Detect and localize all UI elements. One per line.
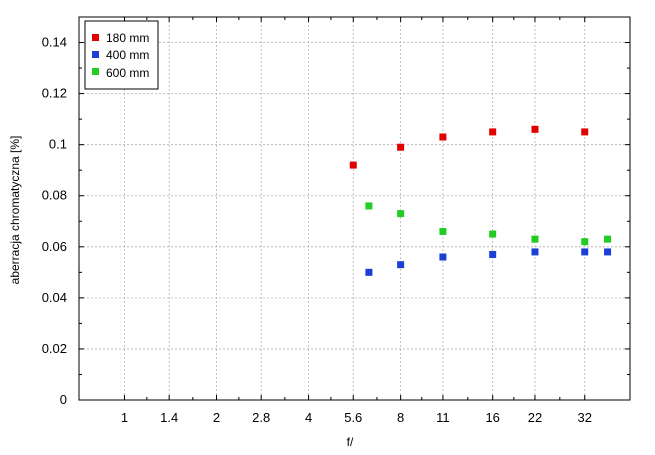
data-point-series-2: [604, 235, 612, 243]
plot-frame: [78, 16, 631, 401]
data-point-series-0: [439, 133, 447, 141]
y-tick-label: 0.12: [42, 86, 67, 101]
x-tick-label: 32: [577, 410, 591, 425]
data-point-series-0: [397, 143, 405, 151]
data-point-series-2: [581, 238, 589, 246]
y-tick-label: 0.1: [49, 137, 67, 152]
y-axis-label: aberracja chromatyczna [%]: [8, 136, 22, 285]
x-tick-label: 1: [121, 410, 128, 425]
data-point-series-1: [397, 261, 405, 269]
legend-marker-600: [92, 68, 99, 75]
y-tick-label: 0.04: [42, 290, 67, 305]
data-point-series-2: [531, 235, 539, 243]
legend-label-400: 400 mm: [106, 48, 149, 62]
x-tick-label: 4: [305, 410, 312, 425]
x-axis-label: f/: [347, 435, 354, 449]
data-point-series-0: [531, 125, 539, 133]
x-tick-label: 22: [528, 410, 542, 425]
data-point-series-0: [581, 128, 589, 136]
data-point-series-2: [489, 230, 497, 238]
data-point-series-0: [349, 161, 357, 169]
y-tick-label: 0.02: [42, 341, 67, 356]
x-tick-label: 2: [213, 410, 220, 425]
data-points: [349, 125, 612, 276]
data-point-series-0: [489, 128, 497, 136]
data-point-series-2: [365, 202, 373, 210]
data-point-series-1: [581, 248, 589, 256]
data-point-series-1: [439, 253, 447, 261]
y-tick-label: 0.06: [42, 239, 67, 254]
data-point-series-1: [531, 248, 539, 256]
data-point-series-2: [397, 210, 405, 218]
legend: 180 mm 400 mm 600 mm: [84, 20, 159, 90]
data-point-series-1: [365, 268, 373, 276]
legend-marker-180: [92, 34, 99, 41]
x-tick-labels: 1 1.4 2 2.8 4 5.6 8 11 16 22 32: [121, 410, 592, 425]
data-point-series-1: [489, 250, 497, 258]
x-tick-label: 1.4: [160, 410, 178, 425]
y-tick-label: 0.14: [42, 35, 67, 50]
data-point-series-2: [439, 227, 447, 235]
x-tick-label: 8: [397, 410, 404, 425]
x-tick-label: 2.8: [252, 410, 270, 425]
x-tick-label: 11: [436, 410, 450, 425]
y-tick-labels: 0 0.02 0.04 0.06 0.08 0.1 0.12 0.14: [42, 35, 67, 407]
axis-ticks: [79, 17, 630, 401]
x-tick-label: 5.6: [344, 410, 362, 425]
y-tick-label: 0: [60, 392, 67, 407]
legend-label-180: 180 mm: [106, 31, 149, 45]
legend-marker-400: [92, 51, 99, 58]
y-tick-label: 0.08: [42, 188, 67, 203]
grid-lines: [79, 17, 630, 400]
legend-label-600: 600 mm: [106, 66, 149, 80]
x-tick-label: 16: [485, 410, 499, 425]
data-point-series-1: [604, 248, 612, 256]
